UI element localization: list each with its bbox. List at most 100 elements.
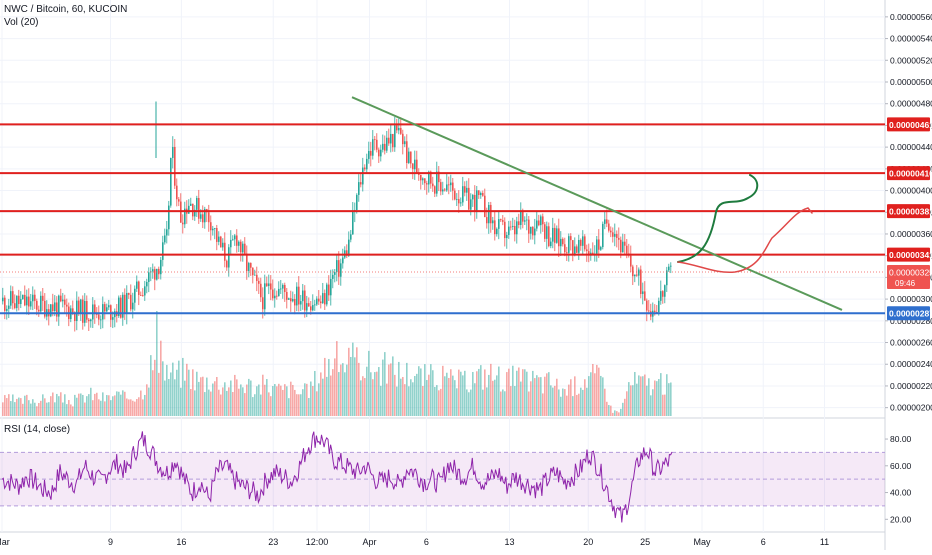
volume-bar [154, 359, 156, 416]
candle-body [654, 310, 656, 313]
candle-body [466, 187, 468, 193]
volume-bar [588, 376, 590, 416]
candle-body [256, 274, 258, 281]
candle-body [342, 257, 344, 264]
candle-body [8, 305, 10, 309]
volume-bar [574, 376, 576, 416]
volume-bar [662, 394, 664, 416]
volume-bar [98, 399, 100, 416]
volume-bar [518, 367, 520, 416]
candle-body [158, 268, 160, 275]
candle-body [444, 189, 446, 191]
volume-bar [162, 361, 164, 416]
candle-body [26, 296, 28, 306]
volume-bar [496, 375, 498, 416]
volume-bar [8, 394, 10, 416]
symbol-legend[interactable]: NWC / Bitcoin, 60, KUCOIN [4, 4, 128, 15]
rsi-legend[interactable]: RSI (14, close) [4, 424, 71, 435]
grid-lines [0, 0, 886, 550]
price-tick-label: 0.00000560 [890, 12, 932, 22]
candle-body [500, 219, 502, 221]
volume-bar [50, 396, 52, 416]
candle-body [242, 243, 244, 253]
candle-body [126, 292, 128, 314]
volume-bar [306, 383, 308, 416]
candle-body [24, 294, 26, 306]
candle-body [168, 205, 170, 230]
volume-bar [336, 341, 338, 416]
volume-legend[interactable]: Vol (20) [4, 17, 39, 28]
candle-body [90, 319, 92, 322]
candle-body [40, 295, 42, 312]
level-price-badge [887, 306, 930, 321]
volume-bar [216, 377, 218, 416]
candle-body [548, 226, 550, 247]
volume-bar [392, 356, 394, 416]
volume-bar [414, 376, 416, 416]
level-price-label: 0.00000287 [889, 309, 932, 319]
volume-bar [128, 399, 130, 416]
price-axis[interactable]: 0.00000560 0.00000540 0.00000520 0.00000500… [885, 0, 932, 550]
volume-bar [406, 362, 408, 416]
volume-bar [550, 385, 552, 416]
level-price-label: 0.00000416 [889, 169, 932, 179]
candle-body [402, 133, 404, 145]
volume-bar [72, 406, 74, 416]
candle-body [622, 241, 624, 253]
volume-bar [296, 394, 298, 416]
volume-bar [84, 402, 86, 416]
volume-bar [522, 369, 524, 416]
volume-bar [424, 364, 426, 416]
candle-body [544, 224, 546, 239]
volume-bar [612, 412, 614, 416]
candle-body [92, 304, 94, 320]
volume-bar [570, 379, 572, 416]
volume-bar [166, 364, 168, 416]
candle-body [240, 241, 242, 253]
candle-body [248, 263, 250, 271]
time-axis[interactable]: Mar 9 16 23 12:00 Apr 6 13 20 25 May 6 11 [0, 537, 829, 547]
volume-bar [254, 394, 256, 416]
volume-bar [540, 377, 542, 416]
time-tick-label: 20 [583, 537, 593, 547]
volume-bar [302, 389, 304, 416]
time-tick-label: 6 [761, 537, 766, 547]
candle-body [446, 184, 448, 191]
candle-body [546, 226, 548, 239]
candle-body [44, 300, 46, 317]
candle-body [598, 239, 600, 250]
candle-body [514, 225, 516, 235]
candle-body [624, 241, 626, 246]
candle-body [426, 183, 428, 185]
volume-bar [138, 397, 140, 416]
candle-body [452, 182, 454, 191]
volume-bar [242, 387, 244, 416]
volume-bar [440, 388, 442, 416]
volume-bar [382, 359, 384, 416]
volume-bar [30, 403, 32, 416]
volume-bar [368, 350, 370, 416]
volume-bar [370, 372, 372, 416]
volume-bar [450, 369, 452, 416]
volume-bar [228, 387, 230, 416]
candle-body [530, 226, 532, 234]
volume-bar [130, 399, 132, 416]
volume-bar [548, 372, 550, 416]
candle-body [588, 251, 590, 256]
volume-bar [58, 396, 60, 416]
volume-bar [316, 391, 318, 416]
volume-bar [214, 381, 216, 416]
candle-body [118, 297, 120, 316]
candle-body [330, 278, 332, 296]
volume-bar [114, 395, 116, 416]
candle-body [160, 259, 162, 275]
rsi-tick-label: 20.00 [890, 514, 912, 524]
candle-body [154, 269, 156, 280]
volume-bar [530, 381, 532, 416]
candle-body [366, 158, 368, 170]
volume-bar [310, 381, 312, 416]
candle-body [586, 249, 588, 252]
drawings[interactable] [0, 96, 885, 315]
